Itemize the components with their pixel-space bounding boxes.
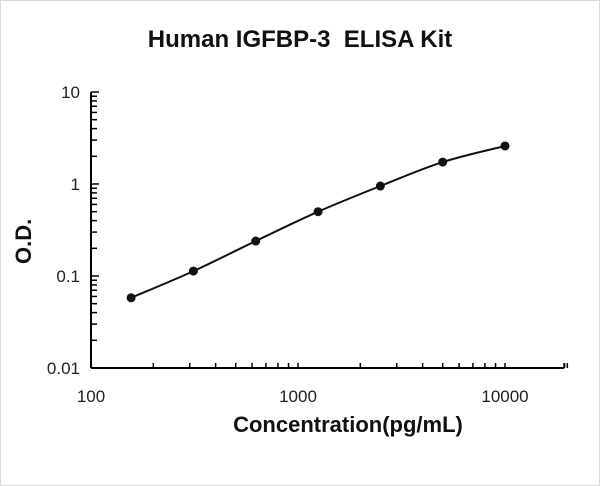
data-point [500, 141, 510, 151]
x-tick-label: 10000 [481, 387, 528, 406]
x-tick-label: 100 [77, 387, 105, 406]
data-point [313, 207, 323, 217]
y-tick-label: 1 [71, 175, 80, 194]
data-point [188, 266, 198, 276]
data-series [126, 141, 510, 303]
data-point [126, 293, 136, 303]
x-tick-label: 1000 [279, 387, 317, 406]
tick-labels: 10 1 0.1 0.01 100 1000 10000 [47, 83, 529, 406]
chart-title: Human IGFBP-3 ELISA Kit [147, 26, 453, 53]
y-tick-label: 0.01 [47, 359, 80, 378]
curve-line [130, 145, 506, 299]
axes [90, 91, 569, 369]
y-tick-label: 0.1 [56, 267, 80, 286]
x-axis-label: Concentration(pg/mL) [233, 412, 463, 437]
data-point [251, 236, 261, 246]
data-point [438, 157, 448, 167]
data-point [375, 181, 385, 191]
y-tick-label: 10 [61, 83, 80, 102]
